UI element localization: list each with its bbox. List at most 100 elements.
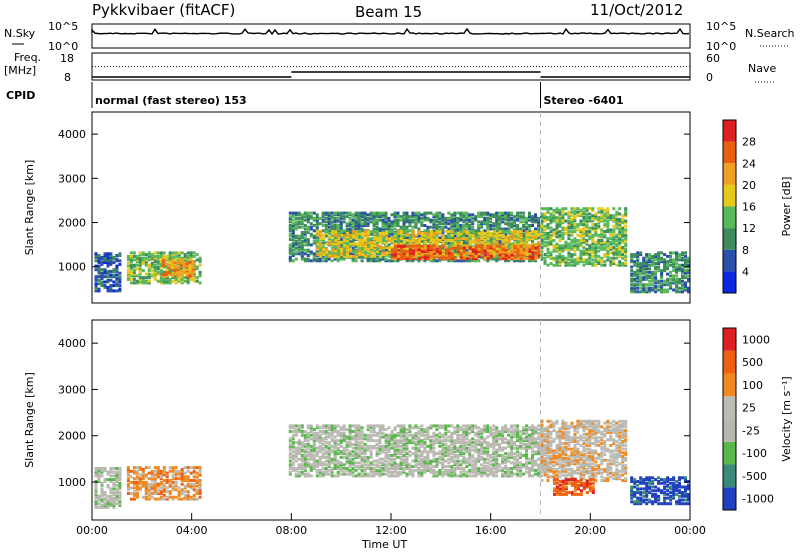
data-cell <box>456 239 460 242</box>
data-cell <box>306 433 310 437</box>
data-cell <box>291 213 295 217</box>
data-cell <box>385 240 388 244</box>
data-cell <box>357 426 361 430</box>
data-cell <box>525 227 529 231</box>
data-cell <box>192 254 196 258</box>
data-cell <box>115 282 119 286</box>
data-cell <box>672 265 676 269</box>
data-cell <box>346 237 350 241</box>
data-cell <box>174 277 178 281</box>
data-cell <box>351 474 355 478</box>
data-cell <box>370 244 374 248</box>
data-cell <box>513 244 517 248</box>
data-cell <box>109 275 113 279</box>
data-cell <box>465 248 469 252</box>
data-cell <box>153 254 157 258</box>
data-cell <box>435 225 439 229</box>
data-cell <box>294 428 298 432</box>
data-cell <box>564 207 568 211</box>
data-cell <box>339 439 343 443</box>
data-cell <box>153 263 157 267</box>
data-cell <box>144 258 148 262</box>
data-cell <box>513 250 517 253</box>
data-cell <box>351 457 355 461</box>
data-cell <box>417 215 421 219</box>
data-cell <box>306 227 310 231</box>
data-cell <box>585 231 589 235</box>
data-cell <box>609 256 613 260</box>
data-cell <box>138 263 142 267</box>
data-cell <box>174 469 178 473</box>
data-cell <box>648 256 652 260</box>
data-cell <box>306 439 310 443</box>
data-cell <box>393 239 397 243</box>
data-cell <box>97 264 101 268</box>
data-cell <box>355 254 359 258</box>
data-cell <box>179 262 183 266</box>
data-cell <box>651 288 655 292</box>
data-cell <box>540 219 544 223</box>
data-cell <box>153 267 157 271</box>
data-cell <box>177 471 181 475</box>
data-cell <box>561 219 565 223</box>
data-cell <box>453 227 457 231</box>
data-cell <box>297 465 301 469</box>
data-cell <box>648 270 652 274</box>
data-cell <box>546 233 550 237</box>
data-cell <box>126 486 130 490</box>
data-cell <box>300 448 304 452</box>
data-cell <box>501 251 505 255</box>
data-cell <box>115 264 119 268</box>
data-cell <box>507 242 511 246</box>
data-cell <box>495 224 499 227</box>
data-cell <box>672 279 676 283</box>
data-cell <box>372 439 376 443</box>
data-cell <box>675 279 679 283</box>
data-cell <box>312 252 316 256</box>
data-cell <box>444 253 448 257</box>
data-cell <box>297 426 301 430</box>
data-cell <box>639 265 643 269</box>
data-cell <box>441 246 445 250</box>
data-cell <box>115 494 119 498</box>
data-cell <box>397 251 400 255</box>
data-cell <box>441 225 445 229</box>
data-cell <box>423 255 427 259</box>
data-cell <box>94 500 98 504</box>
data-cell <box>645 274 649 278</box>
data-cell <box>97 268 101 272</box>
data-cell <box>636 274 640 278</box>
data-cell <box>297 234 301 238</box>
data-cell <box>528 259 531 263</box>
data-cell <box>364 253 368 257</box>
data-cell <box>195 279 199 283</box>
data-cell <box>585 258 589 262</box>
data-cell <box>112 502 116 506</box>
data-cell <box>342 433 346 437</box>
data-cell <box>567 219 571 223</box>
data-cell <box>513 251 517 255</box>
data-cell <box>303 472 307 476</box>
data-cell <box>109 498 113 502</box>
data-cell <box>294 213 298 217</box>
data-cell <box>106 470 110 474</box>
data-cell <box>367 251 371 255</box>
data-cell <box>381 468 385 472</box>
data-cell <box>159 279 163 283</box>
data-cell <box>306 426 310 430</box>
data-cell <box>411 242 415 246</box>
data-cell <box>543 212 547 216</box>
data-cell <box>321 472 325 476</box>
data-cell <box>510 233 514 237</box>
data-cell <box>351 252 355 256</box>
data-cell <box>337 253 341 257</box>
data-cell <box>354 454 358 457</box>
data-cell <box>109 257 113 261</box>
data-cell <box>162 466 166 470</box>
data-cell <box>471 222 475 226</box>
data-cell <box>522 259 526 263</box>
colorbar-cell <box>723 141 736 164</box>
data-cell <box>489 244 493 248</box>
data-cell <box>357 448 361 452</box>
data-cell <box>447 241 451 245</box>
